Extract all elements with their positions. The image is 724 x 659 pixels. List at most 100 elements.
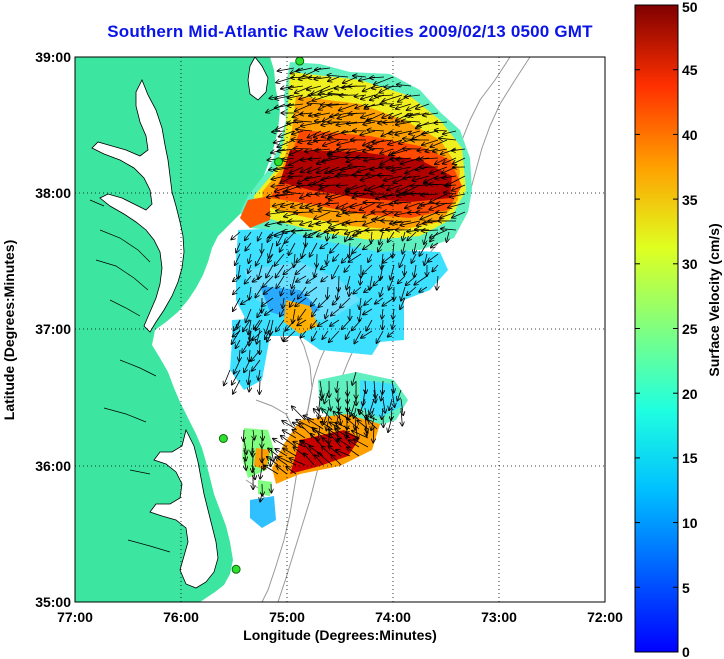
- velocity-vector-arrow: [432, 264, 439, 271]
- velocity-vector-arrow: [289, 176, 304, 177]
- velocity-vector-arrow: [235, 253, 241, 265]
- velocity-vector-arrow: [352, 371, 357, 385]
- velocity-vector-arrow: [392, 389, 395, 407]
- velocity-vector-arrow: [352, 242, 362, 253]
- velocity-vector-arrow: [262, 429, 263, 440]
- velocity-vector-arrow: [278, 149, 295, 151]
- velocity-vector-arrow: [333, 231, 340, 238]
- velocity-vector-arrow: [402, 121, 421, 122]
- velocity-vector-arrow: [353, 286, 362, 294]
- velocity-vector-arrow: [289, 86, 304, 88]
- velocity-vector-arrow: [253, 429, 254, 439]
- velocity-vector-arrow: [322, 409, 333, 421]
- velocity-vector-arrow: [401, 407, 402, 426]
- x-axis-label: Longitude (Degrees:Minutes): [243, 627, 437, 643]
- velocity-vector-arrow: [389, 398, 392, 410]
- velocity-vector-arrow: [262, 297, 274, 306]
- velocity-vector-arrow: [275, 449, 288, 457]
- velocity-vector-arrow: [409, 131, 421, 134]
- velocity-vector-arrow: [263, 275, 274, 287]
- velocity-vector-arrow: [289, 148, 304, 155]
- velocity-vector-arrow: [305, 175, 322, 179]
- velocity-vector-arrow: [255, 286, 263, 297]
- velocity-vector-arrow: [437, 275, 438, 290]
- velocity-vector-arrow: [372, 86, 385, 89]
- velocity-vector-arrow: [439, 138, 457, 140]
- velocity-vector-arrow: [251, 349, 261, 361]
- velocity-vector-arrow: [349, 440, 360, 448]
- velocity-vector-arrow: [360, 202, 376, 210]
- velocity-vector-arrow: [320, 184, 331, 189]
- velocity-vector-arrow: [396, 158, 412, 159]
- velocity-vector-arrow: [428, 253, 439, 262]
- velocity-vector-arrow: [444, 193, 457, 195]
- velocity-vector-arrow: [338, 439, 351, 448]
- velocity-vector-arrow: [319, 297, 329, 307]
- velocity-vector-arrow: [329, 398, 331, 410]
- velocity-vector-arrow: [321, 422, 333, 430]
- velocity-vector-arrow: [295, 297, 307, 306]
- velocity-vector-arrow: [322, 157, 340, 162]
- velocity-vector-arrow: [278, 457, 297, 466]
- velocity-vector-arrow: [400, 297, 406, 309]
- velocity-vector-arrow: [256, 253, 263, 266]
- velocity-vector-arrow: [329, 330, 340, 342]
- velocity-vector-arrow: [414, 264, 416, 277]
- velocity-vector-arrow: [283, 297, 285, 308]
- velocity-vector-arrow: [291, 286, 296, 295]
- velocity-vector-arrow: [304, 453, 315, 466]
- velocity-vector-arrow: [349, 286, 350, 296]
- velocity-vector-arrow: [380, 264, 384, 280]
- velocity-vector-arrow: [348, 166, 367, 167]
- velocity-vector-arrow: [320, 185, 340, 186]
- velocity-vector-arrow: [328, 76, 340, 81]
- velocity-vector-arrow: [406, 275, 417, 285]
- velocity-vector-arrow: [296, 253, 307, 262]
- velocity-vector-arrow: [419, 242, 428, 256]
- velocity-vector-arrow: [315, 113, 331, 116]
- velocity-vector-arrow: [306, 286, 318, 295]
- velocity-vector-arrow: [329, 430, 342, 439]
- velocity-vector-arrow: [253, 330, 263, 340]
- velocity-vector-arrow: [359, 297, 361, 309]
- velocity-vector-arrow: [403, 242, 406, 254]
- velocity-vector-arrow: [285, 319, 296, 331]
- velocity-vector-arrow: [243, 319, 251, 331]
- velocity-vector-arrow: [424, 253, 427, 265]
- velocity-vector-arrow: [283, 448, 297, 457]
- velocity-vector-arrow: [283, 430, 297, 439]
- velocity-vector-arrow: [374, 380, 376, 398]
- velocity-vector-arrow: [239, 349, 240, 361]
- velocity-vector-arrow: [246, 308, 252, 322]
- velocity-vector-arrow: [241, 297, 252, 304]
- velocity-vector-arrow: [320, 389, 322, 400]
- velocity-vector-arrow: [323, 139, 340, 146]
- velocity-vector-arrow: [337, 286, 339, 300]
- velocity-vector-arrow: [347, 275, 351, 289]
- velocity-vector-arrow: [355, 416, 356, 429]
- velocity-vector-arrow: [352, 193, 367, 198]
- velocity-vector-arrow: [360, 275, 361, 285]
- velocity-vector-arrow: [369, 398, 375, 414]
- velocity-vector-arrow: [430, 166, 448, 173]
- velocity-vector-arrow: [423, 113, 439, 115]
- velocity-vector-arrow: [292, 275, 296, 288]
- velocity-vector-arrow: [265, 308, 274, 315]
- pamlico-sound: [149, 428, 219, 589]
- velocity-vector-arrow: [286, 467, 297, 475]
- velocity-vector-arrow: [312, 94, 331, 101]
- velocity-vector-arrow: [452, 211, 466, 218]
- velocity-vector-arrow: [364, 297, 373, 305]
- velocity-vector-arrow: [443, 130, 457, 134]
- velocity-vector-arrow: [453, 157, 466, 164]
- velocity-vector-arrow: [380, 148, 394, 153]
- velocity-vector-arrow: [388, 330, 395, 337]
- velocity-vector-arrow: [311, 434, 324, 448]
- velocity-vector-arrow: [370, 77, 385, 78]
- velocity-vector-arrow: [405, 202, 421, 208]
- velocity-vector-arrow: [452, 149, 466, 151]
- velocity-vector-arrow: [363, 264, 373, 274]
- velocity-vector-arrow: [315, 68, 331, 70]
- velocity-vector-arrow: [424, 231, 428, 244]
